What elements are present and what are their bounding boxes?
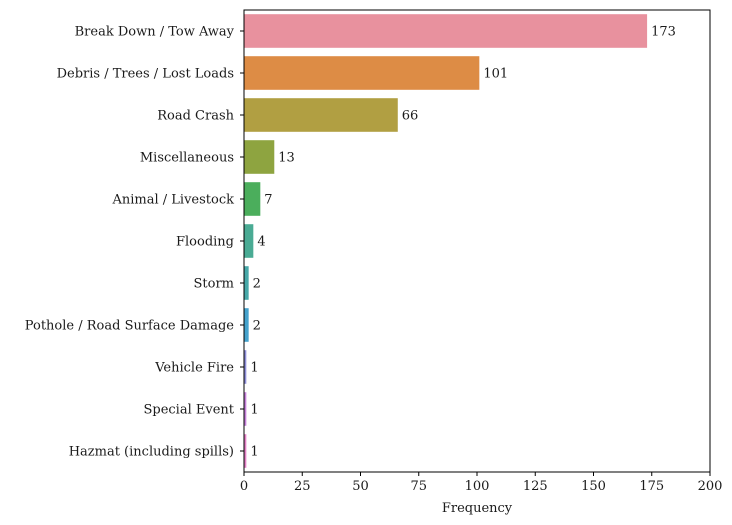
category-label: Break Down / Tow Away [75,25,235,40]
bar [244,350,247,384]
category-label: Special Event [143,403,234,418]
x-axis-ticks-group: 0 25 50 75 100 125 150 175 200 [240,472,723,494]
category-label: Storm [194,277,235,292]
value-label: 66 [402,109,419,124]
x-tick-label: 0 [240,479,248,494]
category-labels-group: Break Down / Tow Away Debris / Trees / Lo… [25,25,244,460]
category-label: Vehicle Fire [154,361,234,376]
bars-group [244,14,648,468]
value-label: 7 [264,193,272,208]
category-label: Debris / Trees / Lost Loads [57,67,234,82]
bar [244,434,247,468]
value-label: 4 [257,235,265,250]
value-label: 13 [278,151,295,166]
bar [244,308,249,342]
bar [244,392,247,426]
value-label: 2 [253,277,261,292]
value-label: 1 [250,445,258,460]
value-label: 101 [483,67,508,82]
x-tick-label: 125 [523,479,548,494]
category-label: Animal / Livestock [111,193,234,208]
x-tick-label: 150 [581,479,606,494]
bar [244,98,398,132]
bar [244,14,648,48]
x-tick-label: 175 [639,479,664,494]
x-tick-label: 25 [294,479,311,494]
value-label: 173 [651,25,676,40]
category-label: Miscellaneous [140,151,234,166]
bar [244,182,261,216]
value-label: 1 [250,361,258,376]
bar [244,224,254,258]
category-label: Flooding [176,235,234,250]
x-tick-label: 100 [465,479,490,494]
x-tick-label: 75 [410,479,427,494]
value-labels-group: 173 101 66 13 7 4 2 2 1 1 1 [250,25,676,460]
bar [244,140,275,174]
x-tick-label: 50 [352,479,369,494]
plot-frame [243,9,711,473]
value-label: 1 [250,403,258,418]
bar [244,266,249,300]
category-label: Pothole / Road Surface Damage [25,319,235,334]
value-label: 2 [253,319,261,334]
category-label: Hazmat (including spills) [69,445,234,460]
bar [244,56,480,90]
x-axis-title: Frequency [442,501,513,516]
category-label: Road Crash [157,109,234,124]
x-tick-label: 200 [698,479,723,494]
